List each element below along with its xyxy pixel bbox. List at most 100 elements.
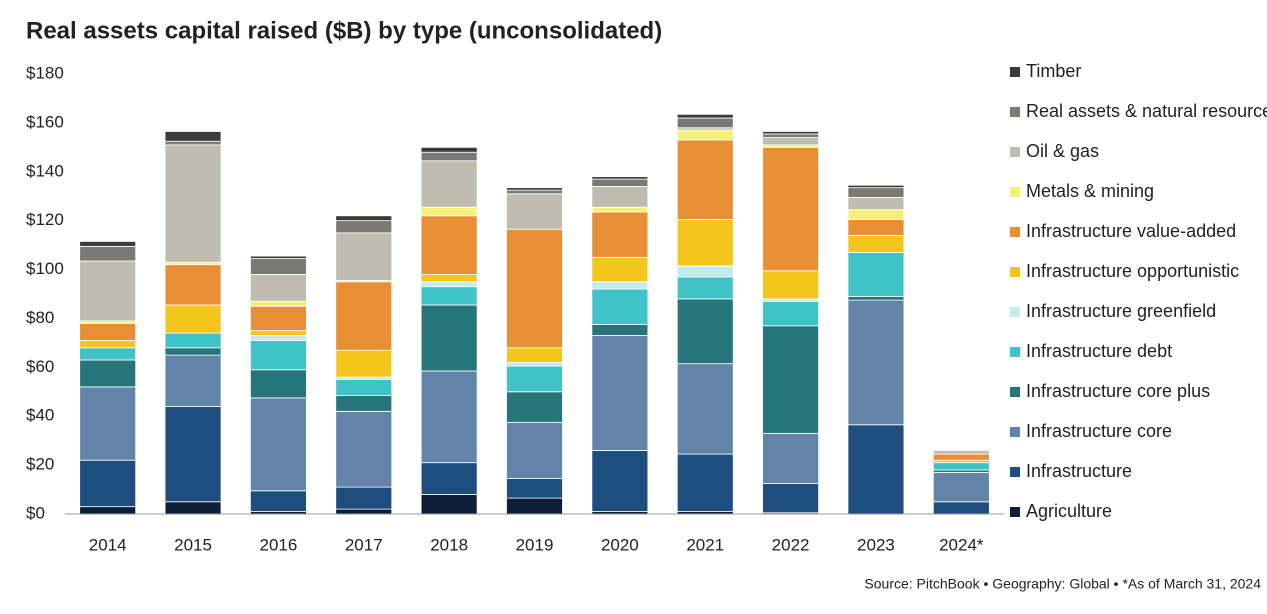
bar-segment <box>164 144 222 263</box>
bar-segment <box>250 305 307 332</box>
bar-segment <box>79 506 137 515</box>
bar-segment <box>676 453 734 512</box>
bar-segment <box>79 386 137 461</box>
bar-segment <box>335 508 393 515</box>
bar-segment <box>250 330 307 336</box>
x-tick-label: 2023 <box>857 535 895 554</box>
bar-segment <box>250 369 307 399</box>
bar-segment <box>932 453 990 461</box>
bar-segment <box>847 234 905 253</box>
bar-segment <box>79 241 137 247</box>
bar-segment <box>164 304 222 334</box>
legend-swatch <box>1010 467 1020 477</box>
bar-segment <box>420 462 478 495</box>
bar-segment <box>335 486 393 510</box>
bar-segment <box>420 494 478 515</box>
bar-segment <box>506 478 563 499</box>
bar-segment <box>676 113 734 119</box>
bar-segment <box>591 450 649 512</box>
x-tick-label: 2021 <box>686 535 724 554</box>
bar-segment <box>79 340 137 349</box>
bar-segment <box>164 501 222 515</box>
bar-segment <box>420 286 478 306</box>
bar-segment <box>250 300 307 307</box>
x-tick-label: 2014 <box>89 535 127 554</box>
bar-segment <box>932 450 990 455</box>
y-tick-label: $0 <box>26 503 45 522</box>
bar-segment <box>506 362 563 367</box>
bar-segment <box>420 206 478 217</box>
bar-segment <box>762 137 819 146</box>
x-tick-label: 2020 <box>601 535 639 554</box>
bar-segment <box>250 335 307 341</box>
bar-segment <box>847 187 905 198</box>
y-tick-label: $160 <box>26 112 64 131</box>
bar-segment <box>676 129 734 141</box>
bar-segment <box>506 187 563 191</box>
y-tick-label: $40 <box>26 406 54 425</box>
bar-segment <box>164 354 222 407</box>
legend-label: Infrastructure core plus <box>1026 381 1210 401</box>
bar-segment <box>676 139 734 220</box>
bar-segment <box>250 274 307 302</box>
legend-swatch <box>1010 107 1020 117</box>
bar-segment <box>762 483 819 514</box>
bar-segment <box>79 459 137 508</box>
legend-label: Infrastructure opportunistic <box>1026 261 1239 281</box>
bar-segment <box>420 304 478 372</box>
chart-title: Real assets capital raised ($B) by type … <box>26 17 662 44</box>
legend-label: Infrastructure greenfield <box>1026 301 1216 321</box>
bar-segment <box>847 424 905 515</box>
bar-segment <box>676 363 734 455</box>
legend-swatch <box>1010 67 1020 77</box>
bar-segment <box>932 501 990 515</box>
x-tick-label: 2015 <box>174 535 212 554</box>
x-tick-label: 2019 <box>516 535 554 554</box>
bar-segment <box>932 462 990 471</box>
bar-segment <box>420 215 478 275</box>
legend-label: Metals & mining <box>1026 181 1154 201</box>
bar-segment <box>591 211 649 258</box>
x-tick-label: 2016 <box>259 535 297 554</box>
legend-swatch <box>1010 267 1020 277</box>
bar-segment <box>591 324 649 336</box>
legend-swatch <box>1010 507 1020 517</box>
bar-segment <box>79 359 137 388</box>
bar-segment <box>591 186 649 208</box>
source-note: Source: PitchBook • Geography: Global • … <box>864 576 1261 592</box>
bar-segment <box>79 260 137 322</box>
bar-segment <box>591 281 649 290</box>
bar-segment <box>591 206 649 213</box>
y-tick-label: $120 <box>26 210 64 229</box>
bar-segment <box>164 332 222 349</box>
bar-segment <box>506 365 563 393</box>
bar-segment <box>847 209 905 220</box>
bar-segment <box>335 281 393 351</box>
x-tick-label: 2022 <box>772 535 810 554</box>
bar-segment <box>335 410 393 488</box>
legend-swatch <box>1010 227 1020 237</box>
bar-segment <box>506 421 563 479</box>
bar-segment <box>335 232 393 281</box>
bar-segment <box>335 349 393 378</box>
bar-segment <box>762 131 819 135</box>
legend-swatch <box>1010 347 1020 357</box>
bar-segment <box>591 176 649 180</box>
bar-segment <box>591 288 649 325</box>
bar-segment <box>164 264 222 306</box>
bar-segment <box>420 370 478 464</box>
bar-segment <box>762 146 819 272</box>
bar-segment <box>335 379 393 396</box>
bar-segment <box>932 472 990 503</box>
y-tick-label: $100 <box>26 259 64 278</box>
bar-segment <box>762 300 819 327</box>
bar-segment <box>250 397 307 492</box>
bar-segment <box>847 184 905 189</box>
bar-segment <box>420 146 478 153</box>
legend-label: Oil & gas <box>1026 141 1099 161</box>
bar-segment <box>164 406 222 503</box>
bar-segment <box>762 325 819 434</box>
bar-segment <box>676 219 734 267</box>
legend-label: Infrastructure core <box>1026 421 1172 441</box>
